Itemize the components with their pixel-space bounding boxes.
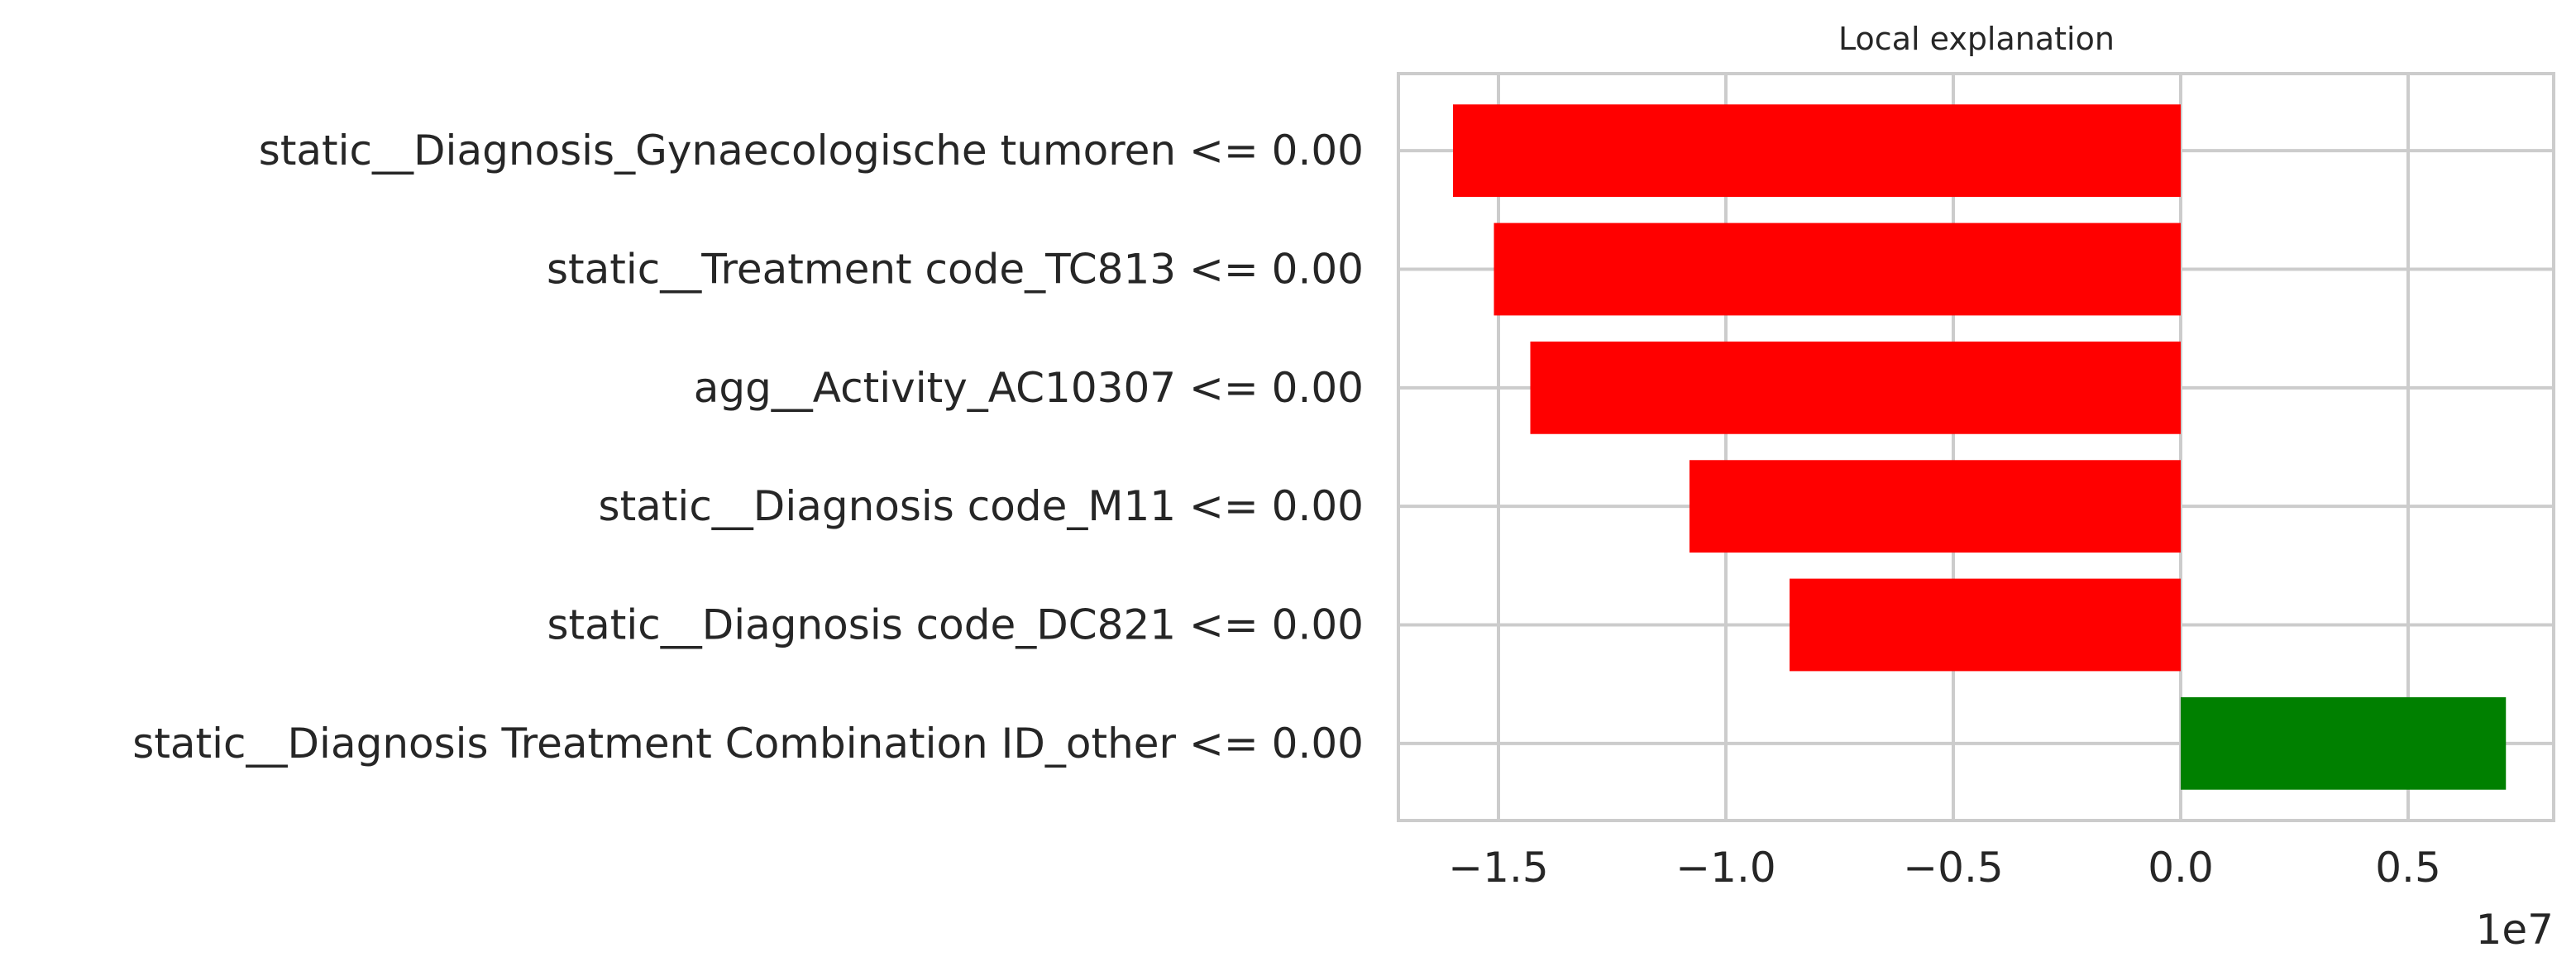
x-tick-label: −1.0 [1675, 844, 1775, 892]
chart-title: Local explanation [1838, 21, 2115, 57]
x-tick-label: 0.5 [2375, 844, 2441, 892]
y-tick-label: static__Diagnosis Treatment Combination … [132, 720, 1364, 768]
plot-frame [1397, 72, 2555, 822]
y-tick-label: static__Treatment code_TC813 <= 0.00 [547, 246, 1364, 294]
bar [1790, 578, 2181, 672]
y-tick-label: static__Diagnosis_Gynaecologische tumore… [259, 127, 1364, 175]
bar [1530, 341, 2181, 434]
x-axis-offset-label: 1e7 [2476, 906, 2554, 954]
bars [1453, 104, 2507, 790]
bar [2181, 696, 2507, 790]
bar [1689, 460, 2181, 553]
y-tick-label: agg__Activity_AC10307 <= 0.00 [694, 364, 1364, 412]
x-tick-label: −0.5 [1903, 844, 2003, 892]
x-tick-label: −1.5 [1448, 844, 1548, 892]
bar [1453, 104, 2181, 198]
y-tick-labels: static__Diagnosis_Gynaecologische tumore… [132, 127, 1364, 768]
x-tick-label: 0.0 [2148, 844, 2214, 892]
x-tick-labels: −1.5 −1.0 −0.5 0.0 0.5 [1448, 844, 2440, 892]
y-tick-label: static__Diagnosis code_DC821 <= 0.00 [547, 601, 1364, 649]
y-tick-label: static__Diagnosis code_M11 <= 0.00 [599, 482, 1364, 530]
bar [1494, 222, 2181, 316]
